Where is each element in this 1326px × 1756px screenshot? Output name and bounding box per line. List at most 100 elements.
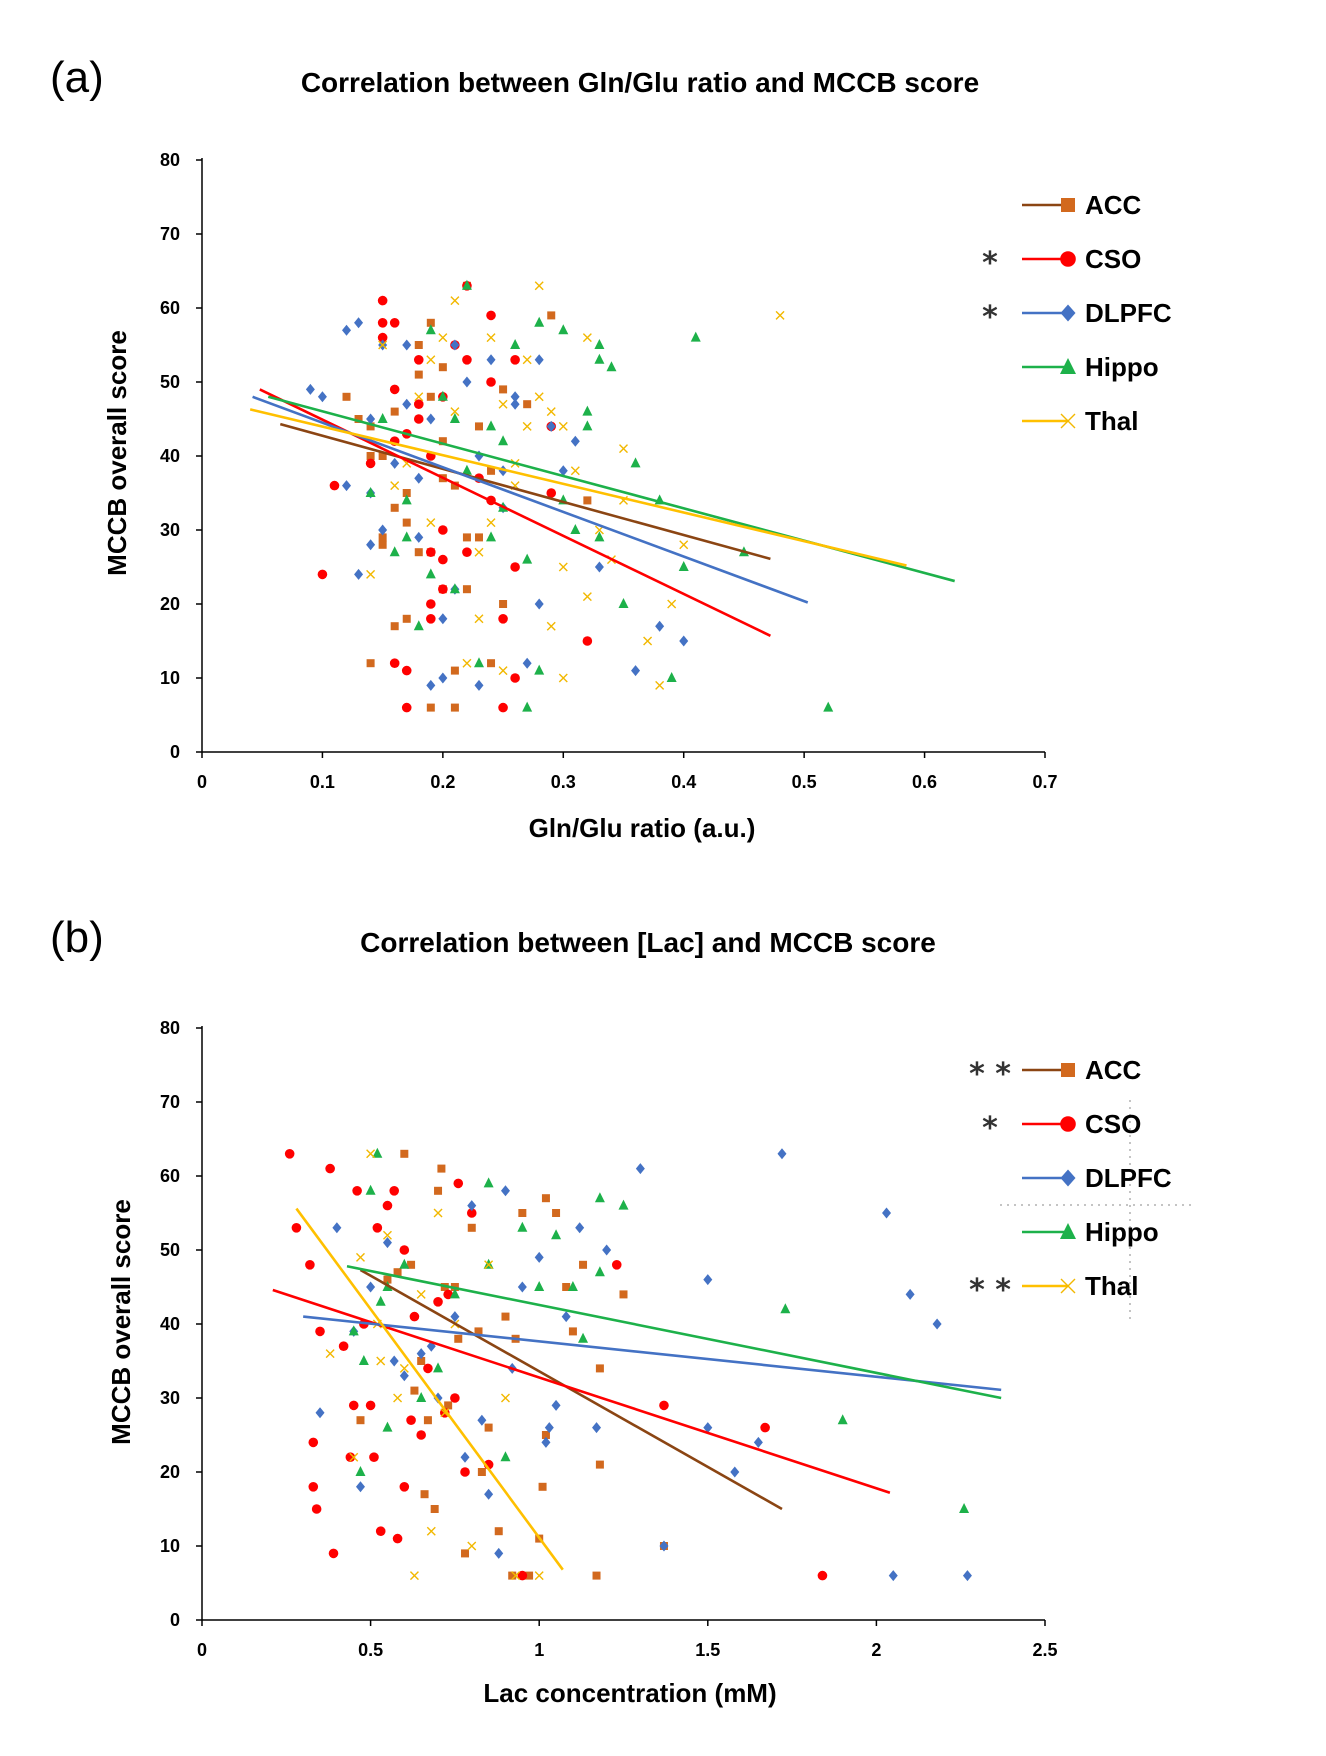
panel-b-point-dlpfc <box>635 1163 645 1175</box>
panel-a-legend-label-hippo: Hippo <box>1085 352 1159 382</box>
panel-a-y-tick-label: 10 <box>160 668 180 688</box>
panel-b-point-cso <box>382 1200 393 1211</box>
panel-a-point-cso <box>426 614 436 624</box>
panel-b-point-dlpfc <box>753 1436 763 1448</box>
panel-a-point-hippo <box>582 420 593 431</box>
panel-a-point-acc <box>378 533 387 542</box>
panel-a-point-acc <box>378 452 387 460</box>
panel-a-point-hippo <box>690 331 701 342</box>
panel-b-point-dlpfc <box>703 1274 713 1286</box>
panel-a-point-dlpfc <box>450 339 460 351</box>
panel-a-point-thal <box>582 592 592 602</box>
panel-a-point-hippo <box>365 487 376 497</box>
panel-a-point-dlpfc <box>354 568 364 580</box>
panel-a-point-dlpfc <box>486 354 496 366</box>
panel-a-trendline-dlpfc <box>252 395 809 604</box>
panel-a-point-acc <box>390 407 399 416</box>
panel-b-point-cso <box>308 1482 319 1492</box>
panel-b-point-dlpfc <box>551 1399 561 1411</box>
panel-a-label: (a) <box>50 53 104 102</box>
panel-b-y-tick-label: 70 <box>160 1092 180 1112</box>
panel-a-point-hippo <box>486 531 497 542</box>
panel-a-point-dlpfc <box>342 480 352 492</box>
panel-a-point-dlpfc <box>462 376 472 388</box>
panel-b-point-acc <box>541 1431 550 1439</box>
panel-b-trendline-hippo <box>346 1265 1002 1400</box>
panel-b-point-cso <box>406 1415 416 1425</box>
panel-b-point-dlpfc <box>460 1451 470 1463</box>
panel-a-point-dlpfc <box>317 391 327 403</box>
panel-a-point-hippo <box>666 672 677 682</box>
panel-b-point-hippo <box>399 1258 410 1269</box>
panel-a-point-hippo <box>522 701 533 712</box>
panel-a-point-acc <box>402 614 411 623</box>
panel-a-point-hippo <box>425 568 436 579</box>
panel-a-x-tick-label: 0 <box>197 772 207 792</box>
panel-b-point-acc <box>417 1357 426 1365</box>
panel-a-legend-label-thal: Thal <box>1085 406 1138 436</box>
panel-a-point-cso <box>426 599 436 609</box>
panel-b-legend-marker-thal <box>1060 1278 1076 1294</box>
panel-a-point-dlpfc <box>414 472 424 484</box>
panel-a-point-cso <box>389 658 400 668</box>
panel-a-point-hippo <box>486 420 497 431</box>
panel-a-point-acc <box>366 659 375 668</box>
panel-b-legend-marker-cso <box>1060 1116 1076 1132</box>
panel-a-point-acc <box>390 622 399 631</box>
panel-b-point-acc <box>562 1283 571 1291</box>
panel-a-point-thal <box>655 680 665 690</box>
panel-a-point-dlpfc <box>679 635 689 647</box>
panel-b-point-dlpfc <box>332 1222 342 1234</box>
panel-b-x-tick-label: 0 <box>197 1640 207 1660</box>
panel-b-point-acc <box>619 1290 628 1299</box>
panel-b-x-tick-label: 0.5 <box>358 1640 383 1660</box>
panel-a-points <box>305 279 834 713</box>
panel-a-point-acc <box>426 703 435 712</box>
panel-a-point-thal <box>643 636 653 646</box>
panel-b-point-dlpfc <box>484 1488 494 1500</box>
panel-b-point-dlpfc <box>315 1407 325 1419</box>
panel-b-point-dlpfc <box>882 1207 892 1219</box>
panel-b-x-tick-label: 1 <box>534 1640 544 1660</box>
panel-a-point-hippo <box>630 457 641 468</box>
panel-a-point-cso <box>462 547 472 557</box>
panel-b-point-cso <box>517 1570 528 1581</box>
panel-a-legend-label-dlpfc: DLPFC <box>1085 298 1172 328</box>
panel-a-point-hippo <box>678 561 689 571</box>
panel-b-point-dlpfc <box>541 1436 551 1448</box>
panel-a-y-tick-label: 60 <box>160 298 180 318</box>
panel-b-point-dlpfc <box>602 1244 612 1256</box>
panel-b-point-dlpfc <box>932 1318 942 1330</box>
panel-b-point-cso <box>315 1326 325 1337</box>
panel-b-point-acc <box>474 1327 483 1336</box>
panel-a-point-dlpfc <box>390 457 400 469</box>
panel-a-point-acc <box>474 422 483 431</box>
panel-a-point-thal <box>619 444 628 454</box>
panel-a-point-dlpfc <box>558 465 568 477</box>
panel-b-point-cso <box>284 1149 295 1159</box>
panel-b-point-acc <box>525 1571 534 1580</box>
panel-b-y-axis-title: MCCB overall score <box>106 1199 136 1445</box>
panel-b-point-hippo <box>355 1466 366 1476</box>
panel-a-legend-marker-acc <box>1061 198 1075 212</box>
panel-b-point-cso <box>399 1245 410 1255</box>
panel-a-point-dlpfc <box>655 620 665 632</box>
panel-b-point-hippo <box>594 1192 605 1203</box>
panel-a-point-thal <box>546 407 556 417</box>
panel-a-point-thal <box>426 355 436 365</box>
panel-a-point-hippo <box>570 524 581 534</box>
panel-b-point-cso <box>611 1260 622 1270</box>
panel-b-point-cso <box>325 1163 335 1174</box>
panel-a-point-acc <box>354 415 363 423</box>
panel-b-points <box>284 1147 972 1582</box>
panel-b-y-tick-label: 30 <box>160 1388 180 1408</box>
panel-b-point-cso <box>375 1526 386 1536</box>
panel-a-point-acc <box>547 311 556 320</box>
panel-b-point-dlpfc <box>534 1251 544 1263</box>
panel-a-point-dlpfc <box>522 657 532 669</box>
panel-b-y-tick-label: 20 <box>160 1462 180 1482</box>
panel-b-point-cso <box>392 1533 403 1544</box>
panel-a-point-cso <box>426 547 436 557</box>
panel-a-point-acc <box>438 363 447 372</box>
panel-b-point-hippo <box>594 1266 605 1277</box>
